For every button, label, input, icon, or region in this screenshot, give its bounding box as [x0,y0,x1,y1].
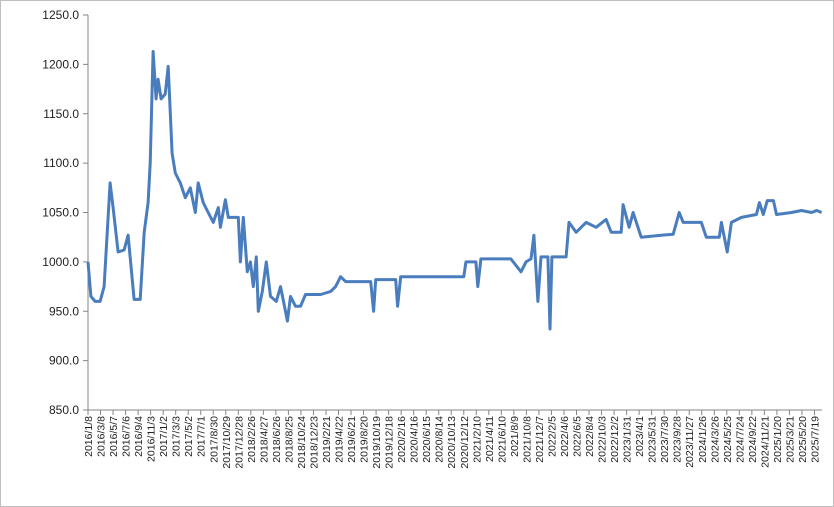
x-tick-label: 2017/5/2 [183,416,195,457]
x-tick-label: 2016/11/3 [146,416,158,462]
y-tick-label: 1200.0 [42,57,79,71]
x-tick-label: 2023/4/1 [634,416,646,457]
x-tick-label: 2018/6/26 [271,416,283,463]
x-tick-label: 2022/2/5 [546,416,558,457]
x-tick-label: 2019/8/20 [359,416,371,463]
x-tick-label: 2024/11/21 [759,416,771,468]
x-tick-label: 2017/3/3 [171,416,183,457]
x-tick-label: 2016/1/8 [83,416,95,457]
x-tick-label: 2022/12/2 [609,416,621,463]
x-tick-label: 2022/10/3 [597,416,609,463]
y-tick-label: 1050.0 [42,206,79,220]
x-tick-label: 2016/5/7 [108,416,120,457]
x-tick-label: 2016/7/6 [121,416,133,457]
x-tick-label: 2017/1/2 [158,416,170,457]
x-tick-label: 2021/2/10 [471,416,483,463]
x-tick-label: 2024/5/25 [722,416,734,463]
x-tick-label: 2020/10/13 [446,416,458,469]
y-tick-label: 950.0 [49,304,79,318]
x-tick-label: 2023/7/30 [659,416,671,463]
x-tick-label: 2020/2/16 [396,416,408,463]
x-tick-label: 2019/12/18 [384,416,396,469]
x-tick-label: 2025/7/19 [809,416,821,463]
x-tick-label: 2024/7/24 [734,416,746,463]
x-tick-label: 2021/10/8 [521,416,533,463]
x-tick-label: 2018/8/25 [283,416,295,463]
x-tick-label: 2023/5/31 [647,416,659,463]
x-tick-label: 2016/3/8 [96,416,108,457]
x-tick-label: 2025/3/21 [784,416,796,463]
y-tick-label: 1000.0 [42,255,79,269]
x-tick-label: 2020/12/12 [459,416,471,469]
x-tick-label: 2024/1/26 [697,416,709,463]
x-tick-label: 2020/8/14 [434,416,446,463]
x-tick-label: 2020/6/15 [421,416,433,463]
x-tick-label: 2021/8/9 [509,416,521,457]
price-line [86,50,823,331]
x-tick-label: 2020/4/16 [409,416,421,463]
x-tick-label: 2019/2/21 [321,416,333,463]
x-tick-label: 2025/1/20 [772,416,784,463]
x-tick-label: 2018/10/24 [296,416,308,469]
x-tick-label: 2023/1/31 [622,416,634,463]
y-tick-label: 1250.0 [42,8,79,22]
x-tick-label: 2023/11/27 [684,416,696,468]
x-tick-label: 2024/9/22 [747,416,759,463]
y-tick-label: 1100.0 [43,156,79,170]
x-tick-label: 2017/10/29 [221,416,233,469]
x-tick-label: 2019/6/21 [346,416,358,463]
x-tick-label: 2022/8/4 [584,416,596,457]
y-tick-label: 900.0 [49,354,79,368]
x-tick-label: 2023/9/28 [672,416,684,463]
x-tick-label: 2022/6/5 [571,416,583,457]
x-tick-label: 2024/3/26 [709,416,721,463]
x-tick-label: 2017/8/30 [208,416,220,463]
x-tick-label: 2018/12/23 [308,416,320,469]
x-tick-label: 2019/10/19 [371,416,383,469]
x-tick-label: 2018/4/27 [258,416,270,463]
x-tick-label: 2022/4/6 [559,416,571,457]
y-tick-label: 850.0 [49,403,79,417]
x-tick-label: 2017/7/1 [196,416,208,457]
x-tick-label: 2021/6/10 [496,416,508,463]
x-tick-label: 2016/9/4 [133,416,145,457]
x-tick-label: 2025/5/20 [797,416,809,463]
x-tick-label: 2018/2/26 [246,416,258,463]
x-tick-label: 2021/4/11 [484,416,496,462]
x-tick-label: 2017/12/28 [233,416,245,469]
x-tick-label: 2021/12/7 [534,416,546,463]
x-tick-label: 2019/4/22 [334,416,346,463]
y-tick-label: 1150.0 [43,107,79,121]
